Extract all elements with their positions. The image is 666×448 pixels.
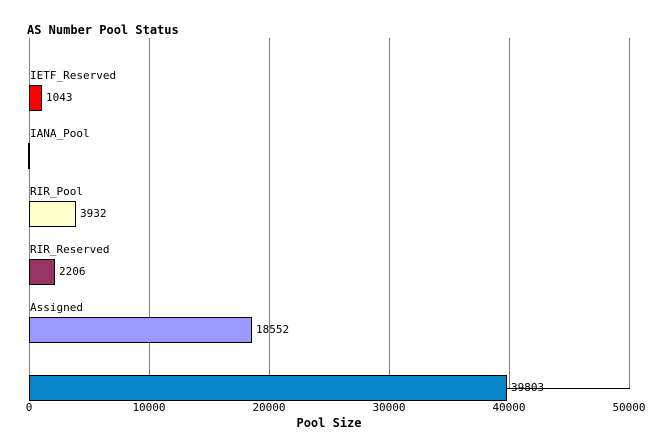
x-tick-label: 50000 (612, 401, 646, 414)
bar-category-label: RIR_Reserved (30, 243, 110, 256)
x-tick-label: 0 (25, 401, 33, 414)
bar (29, 317, 252, 343)
bar-value-label: 2206 (59, 265, 86, 278)
bar-category-label: IANA_Pool (30, 127, 90, 140)
bar-category-label: RIR_Pool (30, 185, 83, 198)
bar-category-label: Assigned (30, 301, 83, 314)
chart-title: AS Number Pool Status (27, 23, 179, 37)
x-axis-title: Pool Size (296, 416, 362, 430)
x-tick-label: 10000 (132, 401, 166, 414)
grid-line (629, 38, 630, 388)
bar-value-label: 18552 (256, 323, 290, 336)
bar-value-label: 1043 (46, 91, 73, 104)
bar (29, 201, 76, 227)
bar-category-label: IETF_Reserved (30, 69, 117, 82)
bar (29, 375, 507, 401)
bar-value-label: 39803 (511, 381, 545, 394)
x-tick-label: 30000 (372, 401, 406, 414)
x-tick-label: 40000 (492, 401, 526, 414)
bar (29, 259, 55, 285)
grid-line (269, 38, 270, 388)
grid-line (509, 38, 510, 388)
grid-line (389, 38, 390, 388)
bar (29, 85, 42, 111)
grid-line (149, 38, 150, 388)
x-tick-label: 20000 (252, 401, 286, 414)
bar-value-label: 3932 (80, 207, 107, 220)
bar (28, 143, 30, 169)
